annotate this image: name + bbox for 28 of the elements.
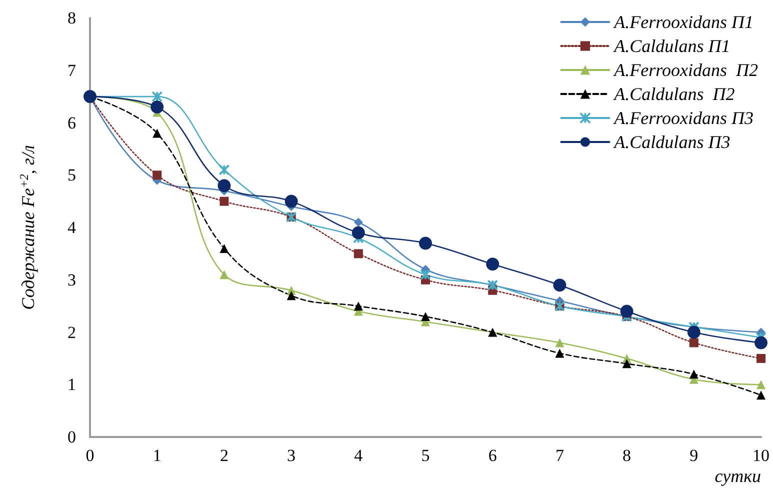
- y-tick-label: 3: [68, 270, 76, 290]
- x-tick-label: 3: [287, 446, 296, 465]
- legend-label: A.Ferrooxidans П1: [613, 12, 754, 32]
- legend-label: A.Caldulans П1: [613, 36, 730, 56]
- legend-label: A.Ferrooxidans П2: [613, 60, 758, 80]
- y-tick-label: 5: [68, 166, 76, 185]
- y-tick-label: 7: [68, 60, 76, 80]
- x-tick-label: 5: [421, 446, 430, 465]
- x-tick-label: 9: [690, 446, 698, 465]
- y-tick-label: 6: [68, 113, 76, 132]
- y-tick-label: 2: [68, 322, 76, 342]
- x-tick-label: 4: [354, 446, 364, 465]
- y-tick-label: 4: [68, 218, 76, 237]
- x-tick-label: 1: [152, 446, 162, 465]
- x-tick-label: 7: [555, 446, 564, 465]
- y-tick-label: 1: [68, 375, 76, 394]
- legend-label: A.Caldulans П2: [613, 84, 735, 104]
- legend-label: A.Caldulans П3: [613, 132, 730, 152]
- x-tick-label: 10: [752, 446, 770, 465]
- legend-label: A.Ferrooxidans П3: [613, 108, 754, 128]
- y-axis-title: Содержание Fe+2, г/л: [17, 145, 38, 310]
- y-tick-label: 0: [68, 428, 76, 446]
- x-tick-label: 6: [488, 446, 497, 465]
- x-axis-title: сутки: [714, 466, 761, 486]
- y-tick-label: 8: [68, 8, 76, 28]
- x-tick-label: 2: [220, 446, 228, 465]
- x-tick-label: 8: [622, 446, 632, 465]
- x-tick-label: 0: [86, 446, 94, 465]
